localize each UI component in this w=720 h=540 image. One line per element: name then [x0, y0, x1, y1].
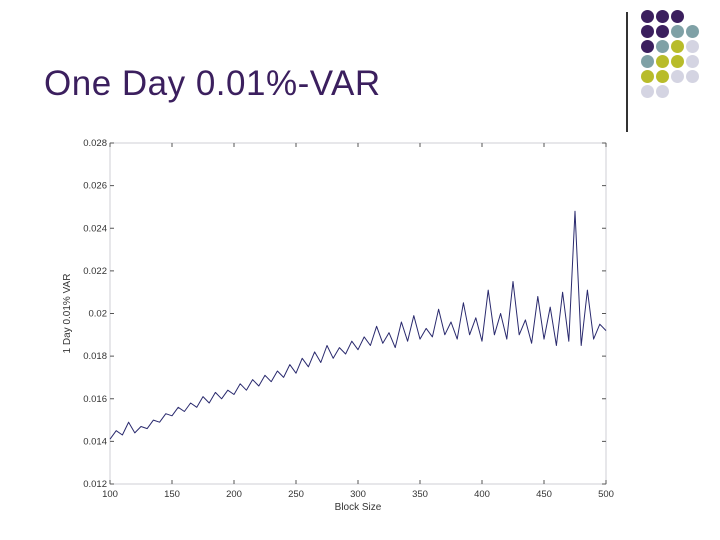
x-axis-title: Block Size	[335, 502, 382, 513]
x-tick-label: 250	[288, 489, 304, 500]
y-tick-label: 0.022	[83, 266, 107, 277]
y-tick-label: 0.016	[83, 394, 107, 405]
y-tick-label: 0.018	[83, 351, 107, 362]
x-tick-label: 500	[598, 489, 614, 500]
decorative-dot	[686, 40, 699, 53]
x-tick-label: 200	[226, 489, 242, 500]
decorative-dot	[656, 10, 669, 23]
plot-frame	[109, 142, 607, 485]
decorative-divider	[626, 12, 628, 132]
decorative-dot	[641, 70, 654, 83]
decorative-dot	[656, 85, 669, 98]
x-tick-label: 300	[350, 489, 366, 500]
decorative-dot	[671, 40, 684, 53]
y-tick-label: 0.012	[83, 479, 107, 490]
decorative-dot	[656, 70, 669, 83]
decorative-dot	[671, 25, 684, 38]
decorative-dot	[656, 25, 669, 38]
x-tick-label: 400	[474, 489, 490, 500]
y-tick-label: 0.024	[83, 223, 107, 234]
decorative-dot	[641, 40, 654, 53]
x-axis-ticks: 100 150 200 250 300 350 400 450 500	[102, 143, 614, 500]
decorative-dot	[671, 70, 684, 83]
series-group	[109, 210, 607, 440]
decorative-dot	[671, 55, 684, 68]
decorative-dot	[641, 25, 654, 38]
x-tick-label: 450	[536, 489, 552, 500]
x-tick-label: 350	[412, 489, 428, 500]
x-tick-label: 150	[164, 489, 180, 500]
y-axis-title: 1 Day 0.01% VAR	[62, 274, 73, 354]
y-tick-label: 0.02	[89, 309, 108, 320]
decorative-dot	[641, 55, 654, 68]
series-line	[109, 210, 607, 440]
y-tick-label: 0.014	[83, 436, 107, 447]
decorative-dot	[686, 70, 699, 83]
x-tick-label: 100	[102, 489, 118, 500]
slide-title: One Day 0.01%-VAR	[44, 64, 381, 103]
decorative-dot	[656, 40, 669, 53]
decorative-dot	[671, 10, 684, 23]
decorative-dot	[641, 85, 654, 98]
decorative-dot	[686, 25, 699, 38]
y-tick-label: 0.026	[83, 181, 107, 192]
y-axis-ticks: 0.012 0.014 0.016 0.018 0.02 0.022 0.024 0.026 0…	[83, 138, 606, 490]
decorative-dot	[686, 55, 699, 68]
decorative-dot	[641, 10, 654, 23]
decorative-dot	[656, 55, 669, 68]
y-tick-label: 0.028	[83, 138, 107, 149]
